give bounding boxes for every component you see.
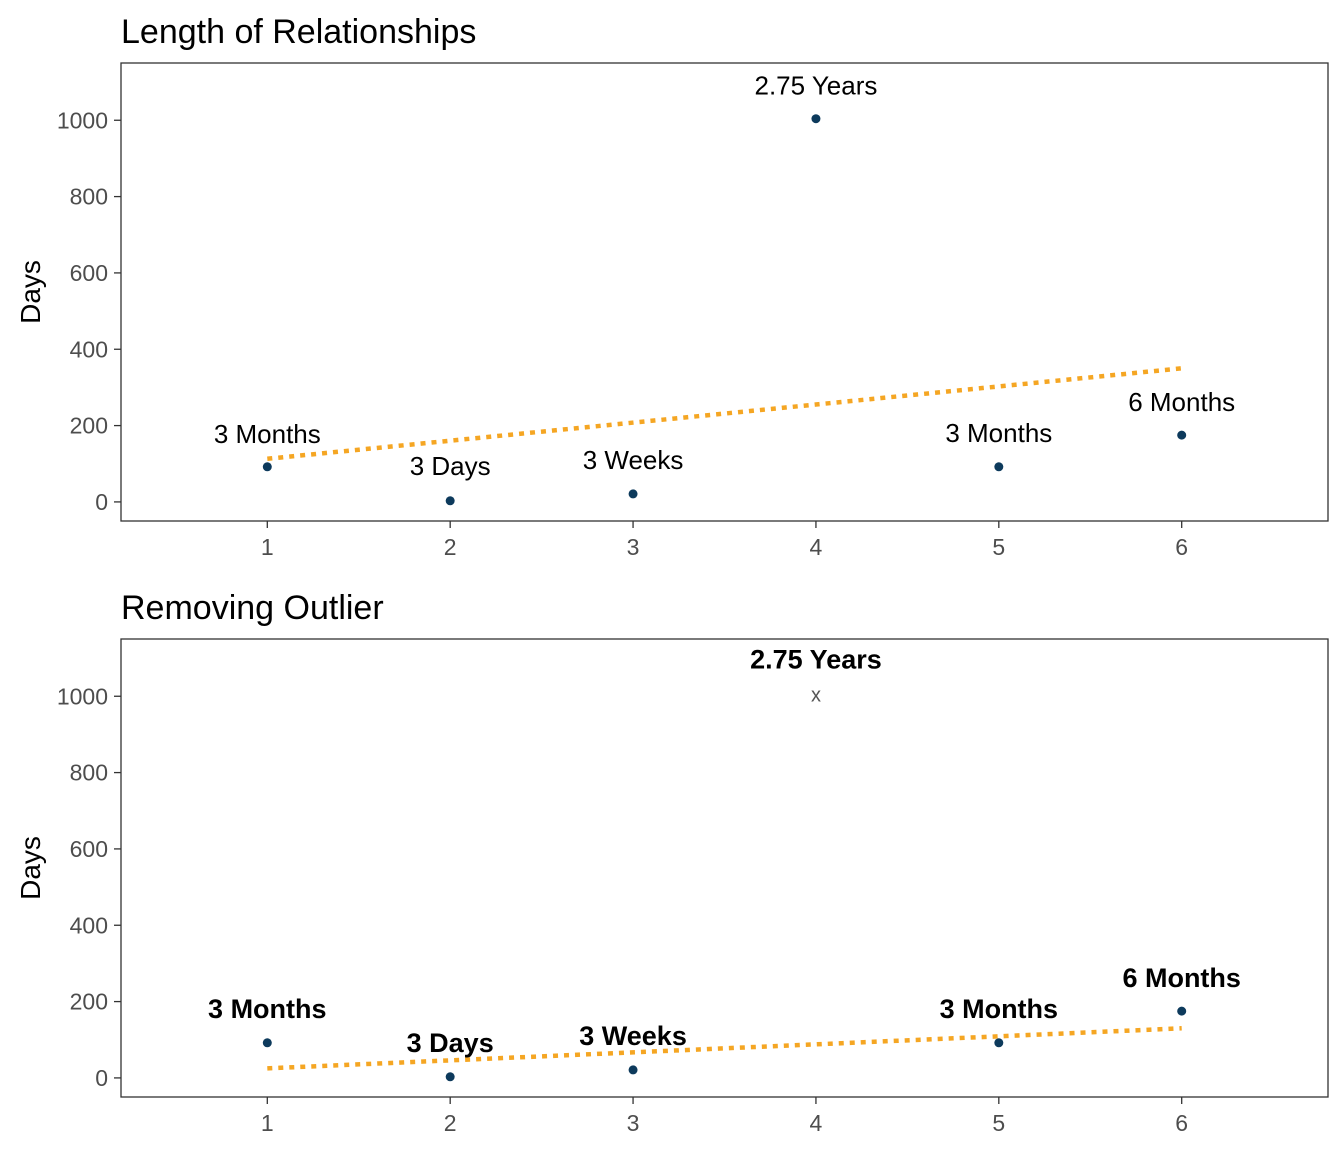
data-point bbox=[445, 1072, 455, 1082]
y-tick-label: 600 bbox=[70, 836, 108, 862]
data-label: 3 Weeks bbox=[579, 1021, 687, 1051]
y-tick-label: 0 bbox=[95, 489, 108, 515]
data-point bbox=[811, 114, 821, 124]
x-tick-label: 5 bbox=[992, 534, 1005, 560]
data-label: 6 Months bbox=[1128, 387, 1235, 417]
data-point bbox=[994, 462, 1004, 472]
data-label: 2.75 Years bbox=[750, 645, 882, 675]
y-tick-label: 800 bbox=[70, 760, 108, 786]
data-point bbox=[262, 462, 272, 472]
y-tick-label: 400 bbox=[70, 912, 108, 938]
y-tick-label: 600 bbox=[70, 260, 108, 286]
data-label: 3 Months bbox=[940, 994, 1059, 1024]
data-label: 3 Weeks bbox=[583, 445, 684, 475]
y-tick-label: 200 bbox=[70, 413, 108, 439]
y-axis-label-1: Days bbox=[15, 260, 46, 324]
x-tick-label: 6 bbox=[1175, 534, 1188, 560]
plot-panel-2 bbox=[120, 638, 1329, 1098]
x-tick-label: 1 bbox=[261, 1110, 274, 1136]
y-tick-label: 200 bbox=[70, 989, 108, 1015]
x-tick-label: 3 bbox=[627, 1110, 640, 1136]
y-tick-label: 1000 bbox=[57, 107, 108, 133]
trend-line-2 bbox=[267, 1026, 1182, 1071]
data-label: 3 Days bbox=[407, 1028, 494, 1058]
data-point bbox=[1177, 1006, 1187, 1016]
y-axis-label-2: Days bbox=[15, 836, 46, 900]
y-tick-label: 0 bbox=[95, 1065, 108, 1091]
x-tick-label: 1 bbox=[261, 534, 274, 560]
removed-point-marker: x bbox=[811, 685, 821, 707]
y-tick-label: 800 bbox=[70, 184, 108, 210]
data-label: 3 Months bbox=[214, 419, 321, 449]
data-point bbox=[994, 1038, 1004, 1048]
data-label: 6 Months bbox=[1122, 963, 1241, 993]
x-tick-label: 5 bbox=[992, 1110, 1005, 1136]
x-tick-label: 2 bbox=[444, 534, 457, 560]
x-tick-label: 4 bbox=[810, 534, 823, 560]
data-point bbox=[262, 1038, 272, 1048]
data-point bbox=[445, 496, 455, 506]
data-label: 3 Months bbox=[208, 994, 327, 1024]
data-point bbox=[628, 489, 638, 499]
x-tick-label: 2 bbox=[444, 1110, 457, 1136]
chart-title-1: Length of Relationships bbox=[121, 13, 476, 51]
data-label: 3 Months bbox=[945, 418, 1052, 448]
data-label: 2.75 Years bbox=[754, 71, 877, 101]
data-label: 3 Days bbox=[410, 451, 491, 481]
data-point bbox=[628, 1065, 638, 1075]
x-tick-label: 4 bbox=[810, 1110, 823, 1136]
y-tick-label: 400 bbox=[70, 336, 108, 362]
x-tick-label: 3 bbox=[627, 534, 640, 560]
plot-panel-1 bbox=[120, 62, 1329, 522]
chart-title-2: Removing Outlier bbox=[121, 589, 384, 627]
x-tick-label: 6 bbox=[1175, 1110, 1188, 1136]
data-point bbox=[1177, 430, 1187, 440]
y-tick-label: 1000 bbox=[57, 683, 108, 709]
